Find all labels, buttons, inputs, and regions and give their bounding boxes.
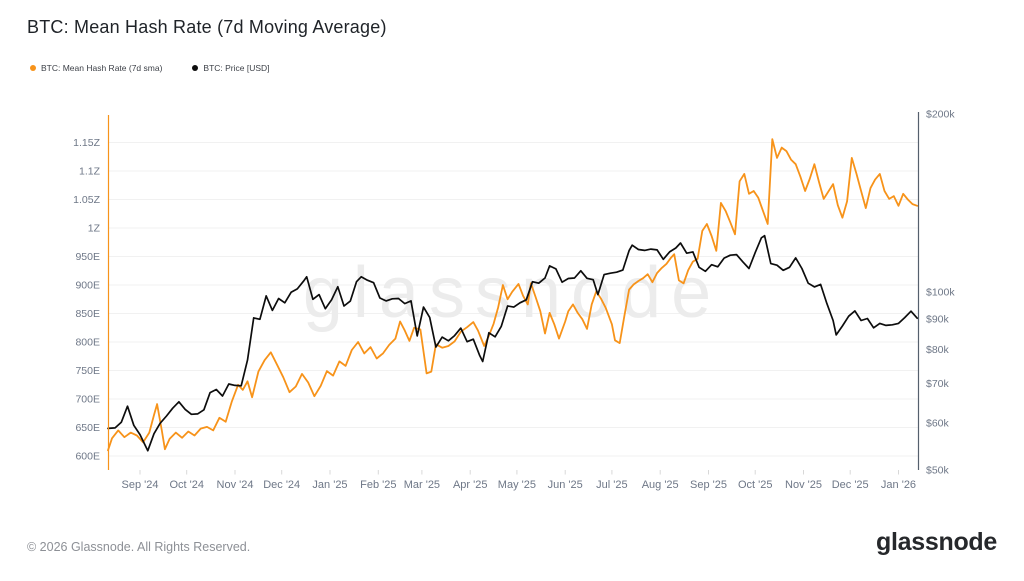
svg-text:Sep '24: Sep '24 <box>122 479 159 491</box>
svg-text:$200k: $200k <box>926 109 955 121</box>
svg-text:$90k: $90k <box>926 314 950 326</box>
svg-text:1.1Z: 1.1Z <box>79 166 101 178</box>
svg-text:May '25: May '25 <box>498 479 536 491</box>
svg-text:$80k: $80k <box>926 344 950 356</box>
svg-text:$60k: $60k <box>926 418 950 430</box>
price-series-dot-icon <box>192 65 199 71</box>
gridlines <box>108 142 918 457</box>
svg-text:750E: 750E <box>75 365 100 377</box>
svg-text:1.15Z: 1.15Z <box>73 137 100 149</box>
svg-text:Dec '25: Dec '25 <box>832 479 869 491</box>
svg-text:900E: 900E <box>75 280 100 292</box>
right-axis-labels: $200k $100k $90k $80k $70k $60k $50k <box>926 109 955 477</box>
svg-text:Mar '25: Mar '25 <box>404 479 440 491</box>
price-line <box>107 234 919 452</box>
svg-text:650E: 650E <box>75 422 100 434</box>
price-series-label: BTC: Price [USD] <box>203 63 270 73</box>
legend-item-hashrate[interactable]: BTC: Mean Hash Rate (7d sma) <box>30 63 162 73</box>
svg-text:600E: 600E <box>75 451 100 463</box>
svg-text:850E: 850E <box>75 308 100 320</box>
svg-text:$100k: $100k <box>926 287 955 299</box>
svg-text:1Z: 1Z <box>88 223 101 235</box>
hashrate-series-label: BTC: Mean Hash Rate (7d sma) <box>41 63 163 73</box>
left-axis-labels: 600E 650E 700E 750E 800E 850E 900E 950E 1Z 1.05Z 1… <box>73 137 100 463</box>
svg-text:Nov '25: Nov '25 <box>785 479 822 491</box>
svg-text:950E: 950E <box>75 251 100 263</box>
svg-text:Feb '25: Feb '25 <box>360 479 396 491</box>
svg-text:Jul '25: Jul '25 <box>596 479 627 491</box>
svg-text:Oct '24: Oct '24 <box>169 479 204 491</box>
copyright-text: © 2026 Glassnode. All Rights Reserved. <box>27 540 251 554</box>
legend-item-price[interactable]: BTC: Price [USD] <box>192 63 270 73</box>
svg-text:$70k: $70k <box>926 378 950 390</box>
hashrate-series-dot-icon <box>30 65 36 71</box>
watermark: glassnode <box>303 253 721 333</box>
svg-text:Oct '25: Oct '25 <box>738 479 773 491</box>
svg-text:Nov '24: Nov '24 <box>217 479 254 491</box>
glassnode-logo: glassnode <box>876 528 997 556</box>
hashrate-line <box>107 138 919 452</box>
svg-text:Jun '25: Jun '25 <box>548 479 583 491</box>
svg-text:700E: 700E <box>75 394 100 406</box>
svg-text:Jan '25: Jan '25 <box>312 479 347 491</box>
svg-text:$50k: $50k <box>926 465 950 477</box>
svg-text:Jan '26: Jan '26 <box>881 479 916 491</box>
svg-text:800E: 800E <box>75 337 100 349</box>
svg-text:Sep '25: Sep '25 <box>690 479 727 491</box>
x-axis: Sep '24 Oct '24 Nov '24 Dec '24 Jan '25 Feb '… <box>122 470 916 491</box>
svg-text:Apr '25: Apr '25 <box>453 479 488 491</box>
page-title: BTC: Mean Hash Rate (7d Moving Average) <box>27 17 387 37</box>
svg-text:Dec '24: Dec '24 <box>263 479 300 491</box>
svg-text:1.05Z: 1.05Z <box>73 194 100 206</box>
chart-legend: BTC: Mean Hash Rate (7d sma) BTC: Price … <box>30 63 270 73</box>
svg-text:Aug '25: Aug '25 <box>642 479 679 491</box>
